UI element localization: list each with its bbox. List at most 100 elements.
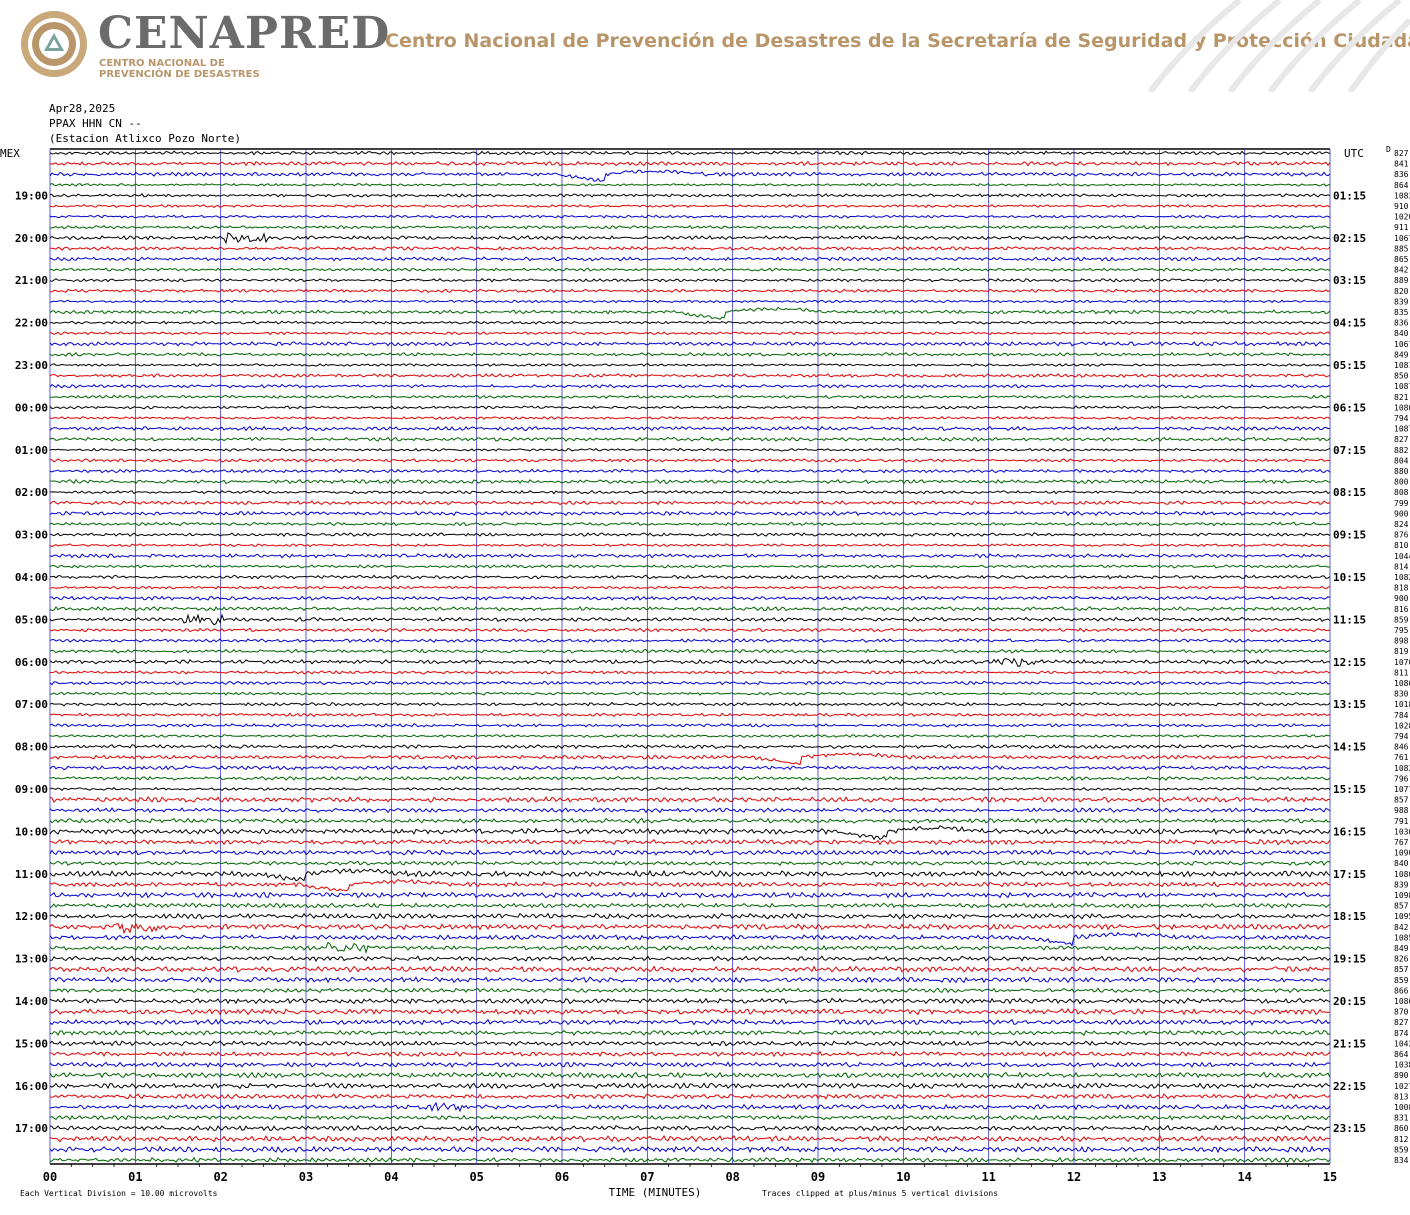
left-hour-label: 02:00 (15, 486, 48, 499)
seismic-trace (49, 193, 1331, 198)
organization-title: Centro Nacional de Prevención de Desastr… (385, 30, 1410, 52)
seismic-trace (49, 489, 1331, 495)
seismic-trace (49, 425, 1331, 432)
seismic-trace (49, 182, 1331, 187)
trace-count-label: 827 (1394, 435, 1409, 444)
trace-count-label: 767 (1394, 838, 1409, 847)
trace-count-label: 840 (1394, 859, 1409, 868)
decorative-pattern-icon (1147, 0, 1410, 92)
trace-count-label: 874 (1394, 1029, 1409, 1038)
seismic-trace (49, 860, 1331, 867)
seismic-trace (49, 373, 1331, 379)
seismic-trace (49, 169, 1331, 182)
x-tick-label: 15 (1323, 1170, 1337, 1184)
trace-count-label: 791 (1394, 817, 1409, 826)
trace-count-label: 900 (1394, 509, 1409, 518)
left-hour-label: 21:00 (15, 274, 48, 287)
seismic-trace (49, 648, 1331, 654)
seismic-trace (50, 245, 1331, 251)
trace-count-label: 810 (1394, 541, 1409, 550)
trace-count-label: 860 (1394, 1124, 1409, 1133)
trace-count-label: 827 (1394, 149, 1409, 158)
left-hour-label: 06:00 (15, 656, 48, 669)
trace-count-label: 839 (1394, 297, 1409, 306)
seismic-trace (49, 701, 1331, 707)
trace-count-label: 812 (1394, 1135, 1409, 1144)
seismic-trace (49, 383, 1331, 389)
trace-count-label: 819 (1394, 647, 1409, 656)
seismic-trace (49, 468, 1331, 474)
seismic-trace (49, 458, 1331, 463)
seismic-trace (49, 807, 1331, 814)
seismic-trace (49, 1029, 1331, 1036)
clip-note: Traces clipped at plus/minus 5 vertical … (762, 1189, 998, 1198)
seismic-trace (49, 204, 1331, 209)
trace-count-label: 830 (1394, 690, 1409, 699)
seismic-trace (49, 1008, 1331, 1016)
seismic-trace (49, 752, 1331, 766)
right-hour-label: 13:15 (1333, 698, 1366, 711)
left-hour-label: 10:00 (15, 825, 48, 838)
seismic-trace (49, 1145, 1331, 1154)
seismic-trace (49, 1093, 1331, 1100)
seismic-trace (49, 340, 1331, 347)
seismic-trace (49, 224, 1330, 230)
seismic-trace (49, 765, 1331, 771)
seismic-trace (49, 670, 1331, 675)
trace-count-label: 1095 (1394, 912, 1410, 921)
right-hour-label: 18:15 (1333, 910, 1366, 923)
seismic-trace (49, 723, 1331, 728)
trace-count-label: 784 (1394, 711, 1409, 720)
trace-count-label: 811 (1394, 668, 1409, 677)
trace-group (49, 150, 1331, 1163)
trace-count-label: 898 (1394, 637, 1409, 646)
trace-count-label: 842 (1394, 923, 1409, 932)
trace-count-label: 1080 (1394, 403, 1410, 412)
seismic-trace (49, 955, 1331, 962)
right-hour-label: 21:15 (1333, 1037, 1366, 1050)
trace-count-label: 857 (1394, 902, 1409, 911)
seismic-trace (49, 825, 1331, 841)
trace-count-label: 800 (1394, 478, 1409, 487)
right-hour-label: 14:15 (1333, 741, 1366, 754)
trace-count-label: 988 (1394, 806, 1409, 815)
x-tick-label: 11 (981, 1170, 995, 1184)
x-axis-title: TIME (MINUTES) (609, 1186, 702, 1199)
trace-count-label: 889 (1394, 276, 1409, 285)
x-tick-label: 02 (213, 1170, 227, 1184)
seismic-trace (49, 627, 1331, 633)
x-tick-label: 12 (1067, 1170, 1081, 1184)
right-hour-label: 07:15 (1333, 444, 1366, 457)
trace-count-label: 841 (1394, 160, 1409, 169)
seismic-trace (49, 902, 1331, 909)
right-hour-label: 10:15 (1333, 571, 1366, 584)
seismic-trace (49, 795, 1331, 804)
left-axis-title: MEX (0, 147, 20, 160)
trace-count-label: 834 (1394, 1156, 1409, 1165)
trace-count-label: 1067 (1394, 340, 1410, 349)
trace-count-label: 840 (1394, 329, 1409, 338)
right-hour-label: 06:15 (1333, 401, 1366, 414)
seismic-trace (49, 1124, 1331, 1132)
trace-count-label: 859 (1394, 976, 1409, 985)
trace-count-label: 870 (1394, 1008, 1409, 1017)
seismic-trace (49, 1071, 1331, 1079)
seismic-trace (49, 363, 1331, 367)
seismic-trace (49, 585, 1331, 590)
seismic-trace (50, 775, 1331, 781)
seismic-trace (49, 941, 1331, 955)
trace-count-label: 794 (1394, 414, 1409, 423)
trace-count-label: 818 (1394, 584, 1409, 593)
trace-count-label: 1083 (1394, 191, 1410, 200)
trace-count-label: 831 (1394, 1114, 1409, 1123)
seismic-trace (49, 691, 1331, 696)
x-tick-label: 09 (811, 1170, 825, 1184)
right-hour-label: 11:15 (1333, 613, 1366, 626)
x-tick-label: 01 (128, 1170, 142, 1184)
seismic-trace (49, 786, 1331, 792)
trace-count-label: 813 (1394, 1092, 1409, 1101)
seismic-trace (49, 744, 1331, 750)
right-hour-label: 01:15 (1333, 189, 1366, 202)
